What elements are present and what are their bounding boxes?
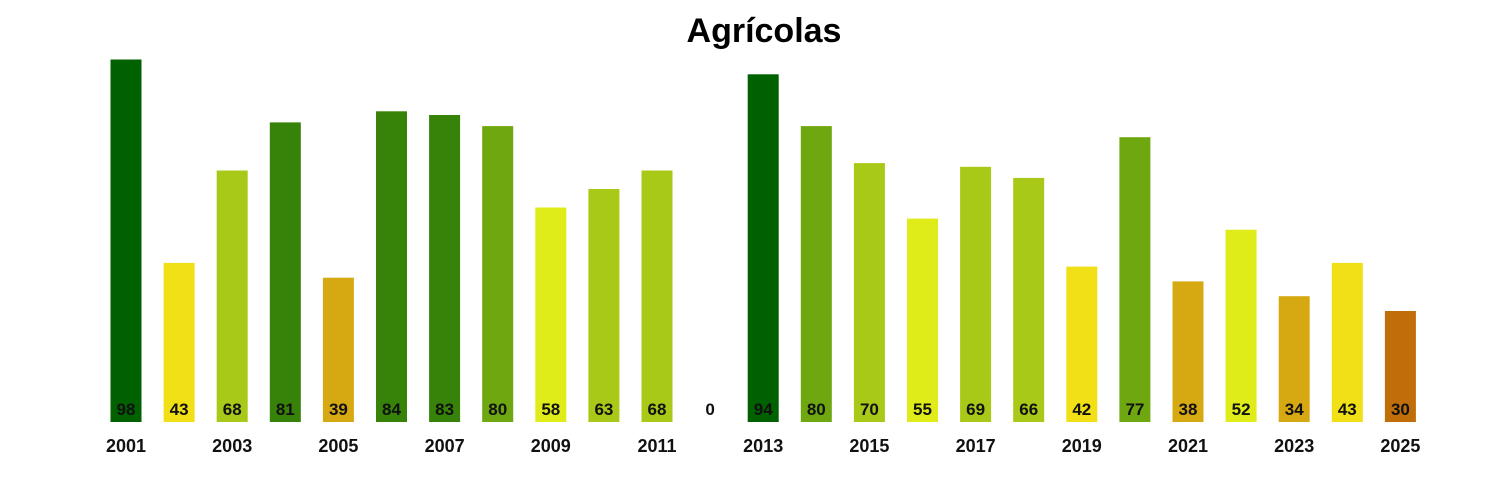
bar-2011 (641, 170, 673, 422)
data-label-2001: 98 (117, 400, 136, 419)
data-label-2005: 39 (329, 400, 348, 419)
data-label-2021: 38 (1179, 400, 1198, 419)
bar-2022 (1225, 229, 1257, 422)
x-tick-label-2009: 2009 (531, 436, 571, 456)
data-label-2023: 34 (1285, 400, 1304, 419)
bar-2008 (482, 126, 514, 422)
bar-2016 (907, 218, 938, 422)
bar-2018 (1013, 177, 1045, 422)
bar-2007 (429, 115, 461, 422)
data-label-2013: 94 (754, 400, 773, 419)
data-label-2025: 30 (1391, 400, 1410, 419)
data-label-2020: 77 (1125, 400, 1144, 419)
x-tick-label-2015: 2015 (849, 436, 889, 456)
data-label-2004: 81 (276, 400, 295, 419)
bar-2013 (747, 74, 779, 423)
x-tick-label-2017: 2017 (956, 436, 996, 456)
x-tick-label-2003: 2003 (212, 436, 252, 456)
bar-2009 (535, 207, 567, 422)
data-label-2011: 68 (648, 400, 667, 419)
data-label-2006: 84 (382, 400, 401, 419)
data-label-2002: 43 (170, 400, 189, 419)
x-tick-label-2021: 2021 (1168, 436, 1208, 456)
bar-2023 (1278, 296, 1310, 422)
data-label-2017: 69 (966, 400, 985, 419)
bar-2015 (853, 163, 885, 422)
data-label-2024: 43 (1338, 400, 1357, 419)
data-label-2018: 66 (1019, 400, 1038, 419)
x-tick-label-2023: 2023 (1274, 436, 1314, 456)
data-label-2012: 0 (705, 400, 714, 419)
data-label-2008: 80 (488, 400, 507, 419)
bar-2019 (1066, 266, 1098, 422)
data-label-2015: 70 (860, 400, 879, 419)
bar-2001 (110, 59, 142, 422)
data-label-2019: 42 (1072, 400, 1091, 419)
bar-2017 (960, 166, 992, 422)
data-label-2022: 52 (1232, 400, 1251, 419)
data-label-2007: 83 (435, 400, 454, 419)
bar-2003 (216, 170, 248, 422)
data-label-2016: 55 (913, 400, 932, 419)
bar-2021 (1172, 281, 1204, 422)
data-label-2003: 68 (223, 400, 242, 419)
bar-2004 (269, 122, 301, 423)
bar-2020 (1119, 137, 1151, 422)
data-label-2014: 80 (807, 400, 826, 419)
x-tick-label-2013: 2013 (743, 436, 783, 456)
x-tick-label-2011: 2011 (637, 436, 676, 456)
bar-2005 (322, 277, 354, 422)
data-label-2010: 63 (594, 400, 613, 419)
x-tick-label-2001: 2001 (106, 436, 146, 456)
bar-2006 (376, 111, 407, 423)
bar-2014 (800, 126, 832, 422)
bar-2002 (163, 262, 195, 422)
bar-2010 (588, 189, 620, 422)
bar-2025 (1384, 311, 1416, 422)
x-tick-label-2025: 2025 (1380, 436, 1420, 456)
chart-title: Agrícolas (686, 12, 842, 50)
data-label-2009: 58 (541, 400, 560, 419)
bar-2024 (1331, 262, 1363, 422)
x-tick-label-2019: 2019 (1062, 436, 1102, 456)
x-tick-label-2007: 2007 (425, 436, 465, 456)
x-tick-label-2005: 2005 (318, 436, 358, 456)
